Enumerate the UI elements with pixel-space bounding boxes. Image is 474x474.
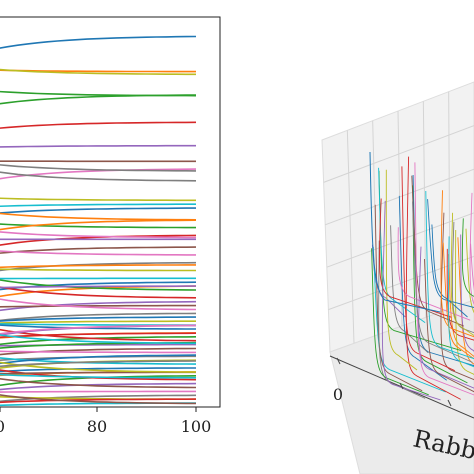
left-series-line [0,268,196,272]
left-series-line [0,261,197,272]
right-series-line [411,175,464,327]
left-series-line [0,212,197,221]
left-x-tick-label: 80 [87,417,107,436]
left-series-line [0,279,197,291]
right-series-line [397,227,471,321]
right-series-line [405,156,461,400]
left-series-line [0,350,196,354]
left-series-line [0,68,196,76]
right-series-line [424,258,474,393]
left-series-line [0,360,197,368]
left-x-ticks: 0 80 100 [0,407,211,436]
right-x-tick-mark [399,382,404,390]
left-series-line [0,285,196,289]
right-series-line [461,218,474,297]
left-series-line [0,398,197,404]
left-series-line [0,328,197,342]
left-series-line [0,361,196,373]
left-series-line [0,316,196,322]
right-x-tick-mark [447,399,452,407]
right-series-line [385,169,418,371]
left-series-line [0,312,197,322]
right-series-line [455,229,474,375]
right-series-line [431,224,468,318]
left-series-line [0,164,197,172]
right-series-line [440,190,474,338]
left-series-line [0,367,196,373]
left-series-line [0,332,197,338]
right-series-line [414,162,474,396]
right-x-tick-label: 0 [333,385,343,404]
left-series-line [0,207,196,214]
left-series-line [0,264,196,269]
left-series-line [0,90,197,97]
left-series-line [0,298,197,311]
left-series-line [0,197,196,202]
left-line-plot: 0 80 100 [0,16,221,436]
right-series-line [469,192,474,305]
left-series-line [0,171,197,182]
right-series-line [371,248,429,396]
left-series-line [0,373,197,379]
3d-grid-line [346,130,355,344]
3d-grid-line [323,125,474,183]
3d-grid-line [328,255,474,311]
left-series-line [0,144,196,148]
left-series-line [0,304,196,308]
left-series-line [0,203,196,208]
right-series-line [425,190,474,360]
right-series-line [448,254,474,358]
right-series-line [451,221,474,334]
right-x-tick-mark [336,357,341,365]
right-series-group [369,151,474,401]
left-series-line [0,231,197,239]
right-series-line [412,201,473,363]
left-x-tick-label: 0 [0,417,5,436]
right-series-line [390,225,429,354]
left-series-line [0,354,197,365]
right-series-line [401,166,455,372]
3d-grid-line [448,91,451,309]
right-series-line [447,236,474,368]
left-plot-frame [0,16,221,408]
left-series-line [0,324,197,335]
left-series-group [0,35,197,407]
right-series-line [440,212,474,381]
right-series-line [470,243,474,291]
left-series-line [0,390,196,393]
left-x-tick-label: 100 [181,417,212,436]
right-series-line [427,199,474,308]
left-series-line [0,394,196,405]
left-series-line [0,286,197,299]
left-series-line [0,121,197,129]
left-series-line [0,35,197,49]
left-series-line [0,320,196,324]
right-3d-plot: 0 Rabb [321,81,474,474]
right-series-line [457,237,474,365]
left-series-line [0,219,197,231]
right-x-ticks: 0 [333,357,452,407]
right-series-line [379,198,452,318]
right-series-line [465,228,474,314]
right-series-line [369,151,441,313]
right-series-line [450,212,474,337]
left-series-line [0,250,196,256]
right-series-line [381,200,441,401]
left-series-line [0,324,196,330]
right-series-line [398,195,447,381]
left-series-line [0,377,197,389]
left-series-line [0,382,197,391]
left-series-line [0,334,196,345]
left-series-line [0,246,197,254]
